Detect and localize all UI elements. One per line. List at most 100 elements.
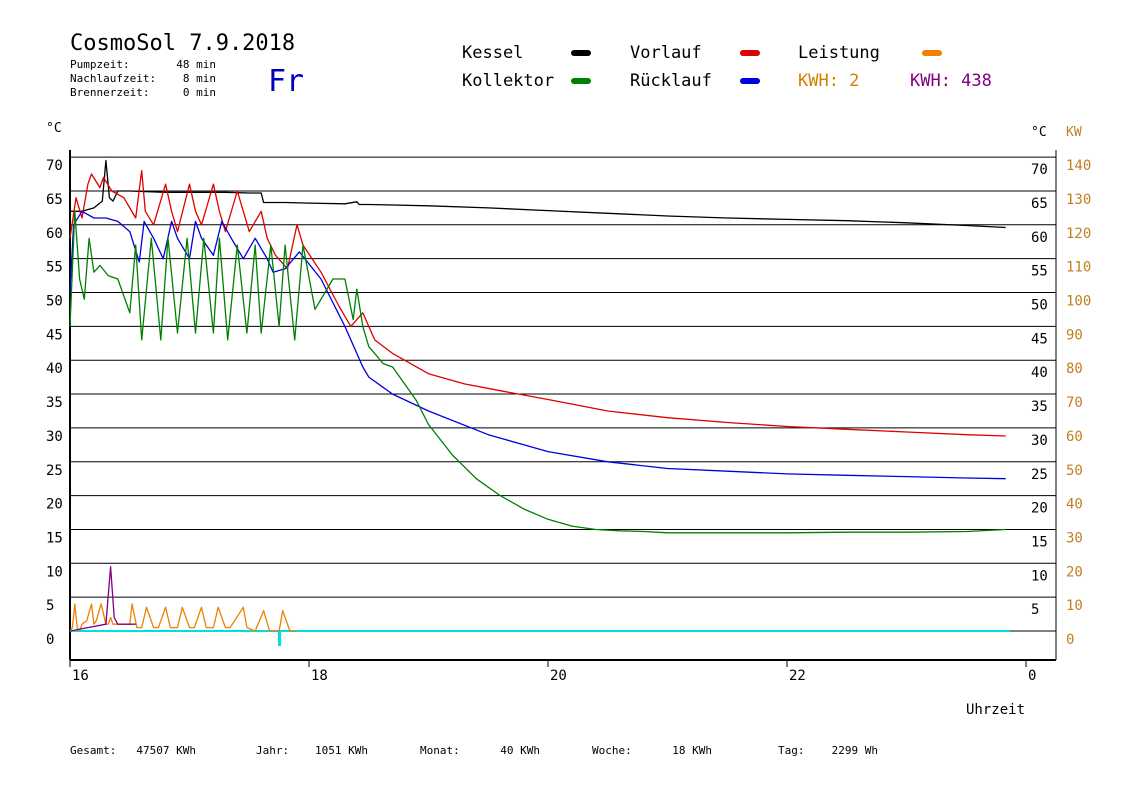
- kwh-readouts: KWH: 2 KWH: 438: [798, 71, 992, 91]
- series-line-leistung: [69, 603, 297, 632]
- footer-value: 1051 KWh: [315, 744, 368, 757]
- kw-tick-label: 0: [1066, 632, 1074, 648]
- y-tick-label-right: 15: [1031, 534, 1048, 550]
- y-axis-left-unit: °C: [46, 121, 62, 136]
- y-tick-label-right: 5: [1031, 602, 1039, 618]
- footer-value: 40 KWh: [500, 744, 540, 757]
- y-axis-kw-unit: KW: [1066, 125, 1082, 140]
- stat-label: Pumpzeit:: [70, 58, 130, 71]
- y-tick-label: 60: [46, 226, 63, 242]
- y-tick-label-right: 65: [1031, 196, 1048, 212]
- kw-tick-label: 90: [1066, 327, 1083, 343]
- series-line-kessel: [70, 159, 1006, 229]
- x-tick-label: 18: [311, 668, 328, 684]
- stat-value: 8 min: [183, 72, 216, 85]
- kw-tick-label: 120: [1066, 226, 1091, 242]
- y-tick-label-right: 35: [1031, 399, 1048, 415]
- kw-tick-label: 130: [1066, 192, 1091, 208]
- footer-totals: Gesamt: 47507 KWh Jahr: 1051 KWh Monat: 40 KW…: [70, 744, 878, 757]
- kwh-readout: KWH: 438: [910, 71, 992, 91]
- y-tick-label-right: 25: [1031, 467, 1048, 483]
- footer-label: Monat:: [420, 744, 460, 757]
- y-axis-left: 0 5 10 15 20 25 30 35 40 45 50 55 60 65 70: [46, 158, 63, 648]
- y-tick-label-right: 40: [1031, 365, 1048, 381]
- y-axis-right: 5 10 15 20 25 30 35 40 45 50 55 60 65 70: [1031, 162, 1048, 618]
- kw-tick-label: 40: [1066, 497, 1083, 513]
- day-label: Fr: [268, 64, 304, 99]
- y-tick-label-right: 20: [1031, 501, 1048, 517]
- kw-tick-label: 70: [1066, 395, 1083, 411]
- legend-label: Vorlauf: [630, 43, 702, 63]
- grid: [70, 156, 1056, 598]
- kwh-readout: KWH: 2: [798, 71, 859, 91]
- footer-label: Woche:: [592, 744, 632, 757]
- footer-value: 47507 KWh: [136, 744, 196, 757]
- stat-value: 48 min: [176, 58, 216, 71]
- stat-label: Nachlaufzeit:: [70, 72, 156, 85]
- y-tick-label-right: 30: [1031, 433, 1048, 449]
- x-axis-title: Uhrzeit: [966, 702, 1025, 718]
- y-tick-label: 10: [46, 564, 63, 580]
- header-stats: Pumpzeit: 48 min Nachlaufzeit: 8 min Brenner…: [70, 58, 216, 99]
- footer-label: Gesamt:: [70, 744, 116, 757]
- chart-title: CosmoSol 7.9.2018: [70, 31, 295, 56]
- y-tick-label-right: 70: [1031, 162, 1048, 178]
- legend-label: Kollektor: [462, 71, 554, 91]
- y-tick-label-right: 10: [1031, 568, 1048, 584]
- y-tick-label: 20: [46, 497, 63, 513]
- kw-tick-label: 110: [1066, 260, 1091, 276]
- y-tick-label: 50: [46, 294, 63, 310]
- legend-label: Kessel: [462, 43, 523, 63]
- y-tick-label-right: 45: [1031, 331, 1048, 347]
- x-tick-label: 22: [789, 668, 806, 684]
- stat-label: Brennerzeit:: [70, 86, 149, 99]
- kw-tick-label: 30: [1066, 530, 1083, 546]
- series: [69, 159, 1006, 632]
- y-tick-label: 55: [46, 260, 63, 276]
- kw-tick-label: 10: [1066, 598, 1083, 614]
- x-axis: 16 18 20 22 0: [69, 660, 1036, 684]
- y-tick-label: 0: [46, 632, 54, 648]
- y-tick-label: 15: [46, 530, 63, 546]
- y-axis-kw: 0 10 20 30 40 50 60 70 80 90 100 110 120 130 140: [1066, 158, 1091, 648]
- y-tick-label: 35: [46, 395, 63, 411]
- legend: Kessel Vorlauf Leistung Kollektor Rücklauf: [462, 43, 942, 91]
- footer-label: Jahr:: [256, 744, 289, 757]
- y-tick-label: 30: [46, 429, 63, 445]
- kw-tick-label: 60: [1066, 429, 1083, 445]
- axes: [69, 150, 1057, 661]
- series-line-vorlauf: [69, 169, 1006, 437]
- x-tick-label: 16: [72, 668, 89, 684]
- header: CosmoSol 7.9.2018 Fr Pumpzeit: 48 min Nach…: [70, 31, 304, 99]
- stat-value: 0 min: [183, 86, 216, 99]
- legend-swatch: [922, 50, 942, 56]
- series-line-rücklauf: [69, 210, 1006, 480]
- series-line-kwh: [69, 566, 136, 632]
- y-tick-label: 25: [46, 463, 63, 479]
- x-tick-label: 20: [550, 668, 567, 684]
- y-tick-label-right: 55: [1031, 264, 1048, 280]
- y-tick-label-right: 50: [1031, 298, 1048, 314]
- y-tick-label: 70: [46, 158, 63, 174]
- kw-tick-label: 100: [1066, 294, 1091, 310]
- legend-label: Leistung: [798, 43, 880, 63]
- zero-marker: [278, 631, 281, 646]
- kw-tick-label: 20: [1066, 564, 1083, 580]
- footer-value: 2299 Wh: [832, 744, 878, 757]
- y-tick-label: 40: [46, 361, 63, 377]
- legend-label: Rücklauf: [630, 71, 712, 91]
- kw-tick-label: 80: [1066, 361, 1083, 377]
- legend-swatch: [740, 78, 760, 84]
- y-tick-label: 45: [46, 327, 63, 343]
- footer-value: 18 KWh: [672, 744, 712, 757]
- kw-tick-label: 50: [1066, 463, 1083, 479]
- legend-swatch: [740, 50, 760, 56]
- legend-swatch: [571, 50, 591, 56]
- footer-label: Tag:: [778, 744, 805, 757]
- y-tick-label: 5: [46, 598, 54, 614]
- y-tick-label: 65: [46, 192, 63, 208]
- legend-swatch: [571, 78, 591, 84]
- x-tick-label: 0: [1028, 668, 1036, 684]
- kw-tick-label: 140: [1066, 158, 1091, 174]
